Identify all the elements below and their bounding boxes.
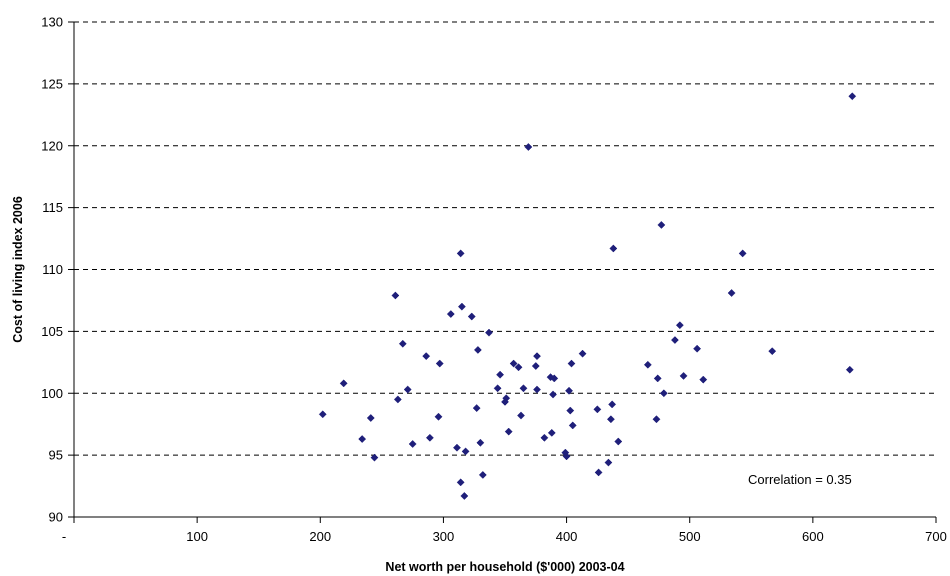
- data-point: [653, 374, 662, 383]
- data-point: [446, 310, 455, 319]
- y-tick-label: 90: [49, 510, 63, 525]
- data-point: [504, 427, 513, 436]
- data-point: [606, 415, 615, 424]
- y-tick-label: 100: [41, 386, 63, 401]
- data-point: [848, 92, 857, 101]
- data-point: [550, 374, 559, 383]
- data-point: [467, 312, 476, 321]
- data-point: [652, 415, 661, 424]
- data-point: [679, 371, 688, 380]
- data-point: [422, 352, 431, 361]
- data-point: [493, 384, 502, 393]
- data-point: [403, 385, 412, 394]
- y-axis-title: Cost of living index 2006: [11, 196, 25, 343]
- grid-lines: [74, 21, 936, 456]
- y-tick-labels: 90 95 100 105 110 115 120 125 130: [41, 15, 63, 525]
- data-point: [472, 404, 481, 413]
- data-point: [457, 302, 466, 311]
- data-point: [519, 384, 528, 393]
- x-tick-labels: - 100 200 300 400 500 600 700: [62, 529, 947, 544]
- data-point: [738, 249, 747, 258]
- data-point: [453, 443, 461, 452]
- data-point: [425, 433, 434, 442]
- data-point: [358, 435, 367, 443]
- data-point: [609, 244, 618, 253]
- data-point: [547, 428, 556, 437]
- data-point: [485, 328, 493, 337]
- data-point: [435, 359, 444, 368]
- x-tick-label: 300: [433, 529, 455, 544]
- data-point: [565, 386, 573, 395]
- data-point: [562, 452, 571, 461]
- data-point: [845, 365, 854, 374]
- data-point: [408, 440, 417, 448]
- data-point: [608, 400, 617, 409]
- data-point: [456, 478, 465, 487]
- data-point: [339, 379, 348, 388]
- y-tick-label: 125: [41, 76, 63, 91]
- x-tick-label: 400: [556, 529, 578, 544]
- correlation-annotation: Correlation = 0.35: [748, 472, 852, 487]
- data-point: [670, 336, 679, 344]
- data-point: [398, 339, 407, 348]
- data-point: [476, 438, 485, 447]
- data-point: [657, 220, 666, 229]
- data-point: [531, 362, 540, 370]
- data-point: [567, 359, 576, 368]
- data-point: [593, 405, 602, 414]
- data-point: [524, 143, 533, 151]
- y-tick-label: 130: [41, 15, 63, 30]
- y-tick-label: 120: [41, 138, 63, 153]
- data-point: [496, 370, 505, 379]
- data-point: [659, 389, 668, 398]
- axes: [68, 21, 937, 523]
- y-tick-label: 95: [49, 448, 63, 463]
- y-tick-label: 110: [42, 262, 63, 277]
- data-point: [568, 421, 577, 430]
- data-point: [693, 344, 702, 353]
- data-point: [699, 375, 708, 384]
- data-point: [604, 458, 613, 467]
- data-point: [540, 433, 549, 442]
- data-point: [434, 412, 443, 421]
- data-point: [566, 406, 575, 415]
- data-point: [366, 414, 375, 422]
- data-point: [461, 447, 470, 456]
- data-point: [594, 468, 603, 477]
- data-point: [460, 492, 469, 500]
- data-point: [533, 385, 541, 394]
- x-tick-label: 100: [186, 529, 208, 544]
- data-point: [370, 453, 379, 462]
- x-tick-label: 500: [679, 529, 701, 544]
- x-tick-label: 600: [802, 529, 824, 544]
- data-point: [768, 347, 777, 356]
- data-point: [578, 349, 587, 358]
- x-tick-label: 200: [309, 529, 331, 544]
- data-point: [517, 411, 525, 420]
- x-tick-label: 700: [925, 529, 947, 544]
- data-point: [473, 345, 482, 354]
- data-point: [478, 470, 487, 479]
- data-point: [514, 363, 523, 372]
- data-points: [318, 92, 857, 500]
- x-tick-label: -: [62, 529, 66, 544]
- data-point: [533, 352, 541, 361]
- data-point: [643, 360, 652, 369]
- data-point: [549, 390, 557, 399]
- y-tick-label: 105: [41, 324, 63, 339]
- data-point: [727, 289, 736, 297]
- data-point: [675, 321, 684, 330]
- y-tick-label: 115: [42, 200, 63, 215]
- data-point: [393, 395, 402, 404]
- data-point: [391, 291, 400, 300]
- data-point: [614, 437, 623, 446]
- data-point: [456, 249, 465, 258]
- data-point: [318, 410, 327, 419]
- data-point: [502, 394, 511, 403]
- x-axis-title: Net worth per household ($'000) 2003-04: [385, 560, 624, 574]
- data-point: [509, 359, 518, 368]
